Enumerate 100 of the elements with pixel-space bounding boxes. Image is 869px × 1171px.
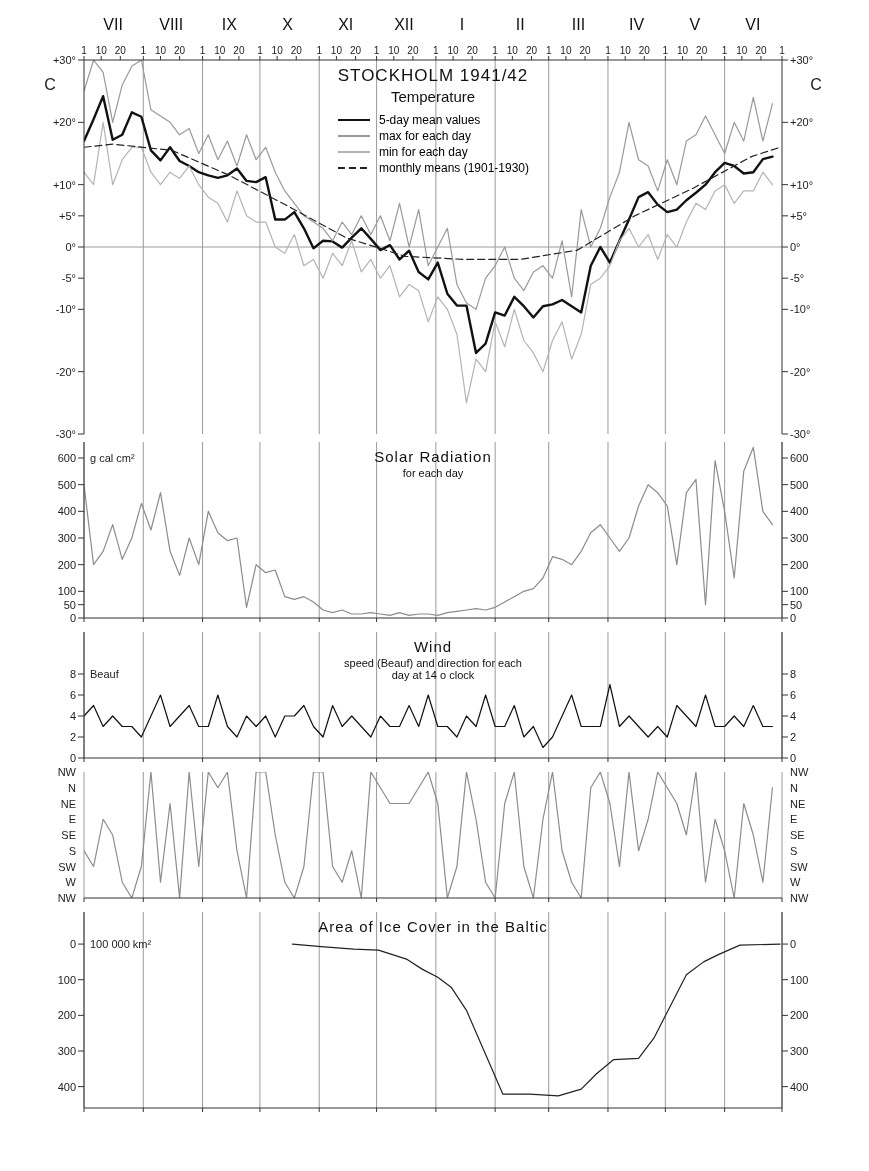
x-tick-label: 1 xyxy=(492,45,499,56)
y-tick-label: -30° xyxy=(55,427,76,440)
y2-tick-label: 50 xyxy=(790,598,803,611)
y-tick-label: 600 xyxy=(57,451,76,464)
y2-tick-label: 500 xyxy=(790,478,809,491)
text: SE xyxy=(61,829,76,841)
y2-tick-label: 0 xyxy=(790,937,797,950)
x-tick-label: 10 xyxy=(271,45,284,56)
text: E xyxy=(790,813,798,826)
legend-label: monthly means (1901-1930) xyxy=(378,160,530,176)
y-tick-label: 400 xyxy=(57,505,76,518)
x-tick-label: 1 xyxy=(433,45,440,56)
x-tick-label: 10 xyxy=(619,45,632,56)
y-axis-title: Beauf xyxy=(90,668,120,680)
text: NW xyxy=(790,892,809,904)
x-tick-label: 10 xyxy=(677,45,689,56)
y-tick-label: 200 xyxy=(57,1009,76,1022)
text: speed (Beauf) and direction for each day at 14 o clock xyxy=(343,657,523,681)
x-tick-label: 10 xyxy=(736,45,748,56)
x-tick-label: 1 xyxy=(721,45,728,56)
y2-tick-label: 2 xyxy=(790,730,797,743)
x-tick-label: 1 xyxy=(545,45,552,56)
chart-title: STOCKHOLM 1941/42 xyxy=(336,66,530,86)
y2-tick-label: 400 xyxy=(790,505,809,518)
y-tick-label: 300 xyxy=(57,1044,76,1057)
x-tick-label: 10 xyxy=(330,45,343,56)
x-tick-label: 1 xyxy=(257,45,264,56)
x-tick-label: 1 xyxy=(199,45,206,56)
y-tick-label: +30° xyxy=(52,53,76,66)
text: V xyxy=(689,16,701,33)
text: NW xyxy=(57,892,77,904)
text: SW xyxy=(790,860,809,873)
chart-title: Area of Ice Cover in the Baltic xyxy=(317,918,549,935)
y-tick-label: 300 xyxy=(57,531,76,544)
y-tick-label: +5° xyxy=(59,209,76,222)
text: I xyxy=(459,16,465,33)
y-tick-label: 0° xyxy=(65,240,76,253)
x-tick-label: 20 xyxy=(696,45,708,56)
y2-tick-label: 0 xyxy=(790,611,797,624)
y2-tick-label: 400 xyxy=(790,1080,809,1093)
y2-tick-label: 300 xyxy=(790,1044,809,1057)
x-tick-label: 20 xyxy=(114,45,127,56)
x-tick-label: 10 xyxy=(95,45,108,56)
x-tick-label: 10 xyxy=(506,45,519,56)
x-tick-label: 20 xyxy=(525,45,538,56)
y-tick-label: 500 xyxy=(57,478,76,491)
y-tick-label: 2 xyxy=(69,730,76,743)
y2-tick-label: -30° xyxy=(790,427,811,440)
y-tick-label: +20° xyxy=(52,116,76,129)
text: XI xyxy=(338,16,354,33)
y-tick-label: -5° xyxy=(61,272,76,285)
x-tick-label: 20 xyxy=(233,45,245,56)
y2-tick-label: -20° xyxy=(790,365,811,378)
x-tick-label: 1 xyxy=(662,45,669,56)
x-tick-label: 20 xyxy=(174,45,186,56)
text: E xyxy=(68,813,76,826)
chart-title: Solar Radiation xyxy=(374,448,492,465)
text: VIII xyxy=(159,16,184,33)
y-tick-label: 0 xyxy=(69,611,76,624)
text: N xyxy=(790,781,798,794)
text: Temperature xyxy=(389,88,477,105)
y-tick-label: 50 xyxy=(63,598,76,611)
y-tick-label: +10° xyxy=(52,178,76,191)
y2-tick-label: -10° xyxy=(790,303,811,316)
text: NW xyxy=(57,766,77,778)
x-tick-label: 10 xyxy=(214,45,226,56)
text: SE xyxy=(790,829,805,841)
text: NE xyxy=(790,797,806,810)
y-tick-label: -20° xyxy=(55,365,76,378)
text: NW xyxy=(790,766,809,778)
x-tick-label: 20 xyxy=(466,45,479,56)
text: SW xyxy=(58,860,77,873)
y-tick-label: 100 xyxy=(57,585,76,598)
y2-axis-title: C xyxy=(810,76,822,93)
y-tick-label: 6 xyxy=(69,688,76,701)
y2-tick-label: +20° xyxy=(790,116,814,129)
y2-tick-label: 200 xyxy=(790,1009,809,1022)
x-tick-label: 20 xyxy=(407,45,419,56)
x-tick-label: 1 xyxy=(140,45,147,56)
y-tick-label: 400 xyxy=(57,1080,76,1093)
y-tick-label: 0 xyxy=(69,937,76,950)
y2-tick-label: 200 xyxy=(790,558,809,571)
x-tick-label: 20 xyxy=(290,45,303,56)
text: N xyxy=(68,781,77,794)
x-tick-label: 20 xyxy=(755,45,767,56)
y2-tick-label: +30° xyxy=(790,53,814,66)
text: III xyxy=(571,16,586,33)
x-tick-label: 1 xyxy=(316,45,323,56)
y2-tick-label: +5° xyxy=(790,209,807,222)
text: S xyxy=(68,844,76,857)
text: IV xyxy=(629,16,645,33)
y2-tick-label: 100 xyxy=(790,585,809,598)
x-tick-label: 1 xyxy=(373,45,380,56)
x-tick-label: 1 xyxy=(81,45,88,56)
y2-tick-label: 600 xyxy=(790,451,809,464)
x-tick-label: 10 xyxy=(388,45,400,56)
y2-tick-label: -5° xyxy=(790,272,805,285)
y-axis-title: 100 000 km² xyxy=(90,938,152,951)
text: for each day xyxy=(401,467,465,479)
text: VII xyxy=(103,16,123,33)
